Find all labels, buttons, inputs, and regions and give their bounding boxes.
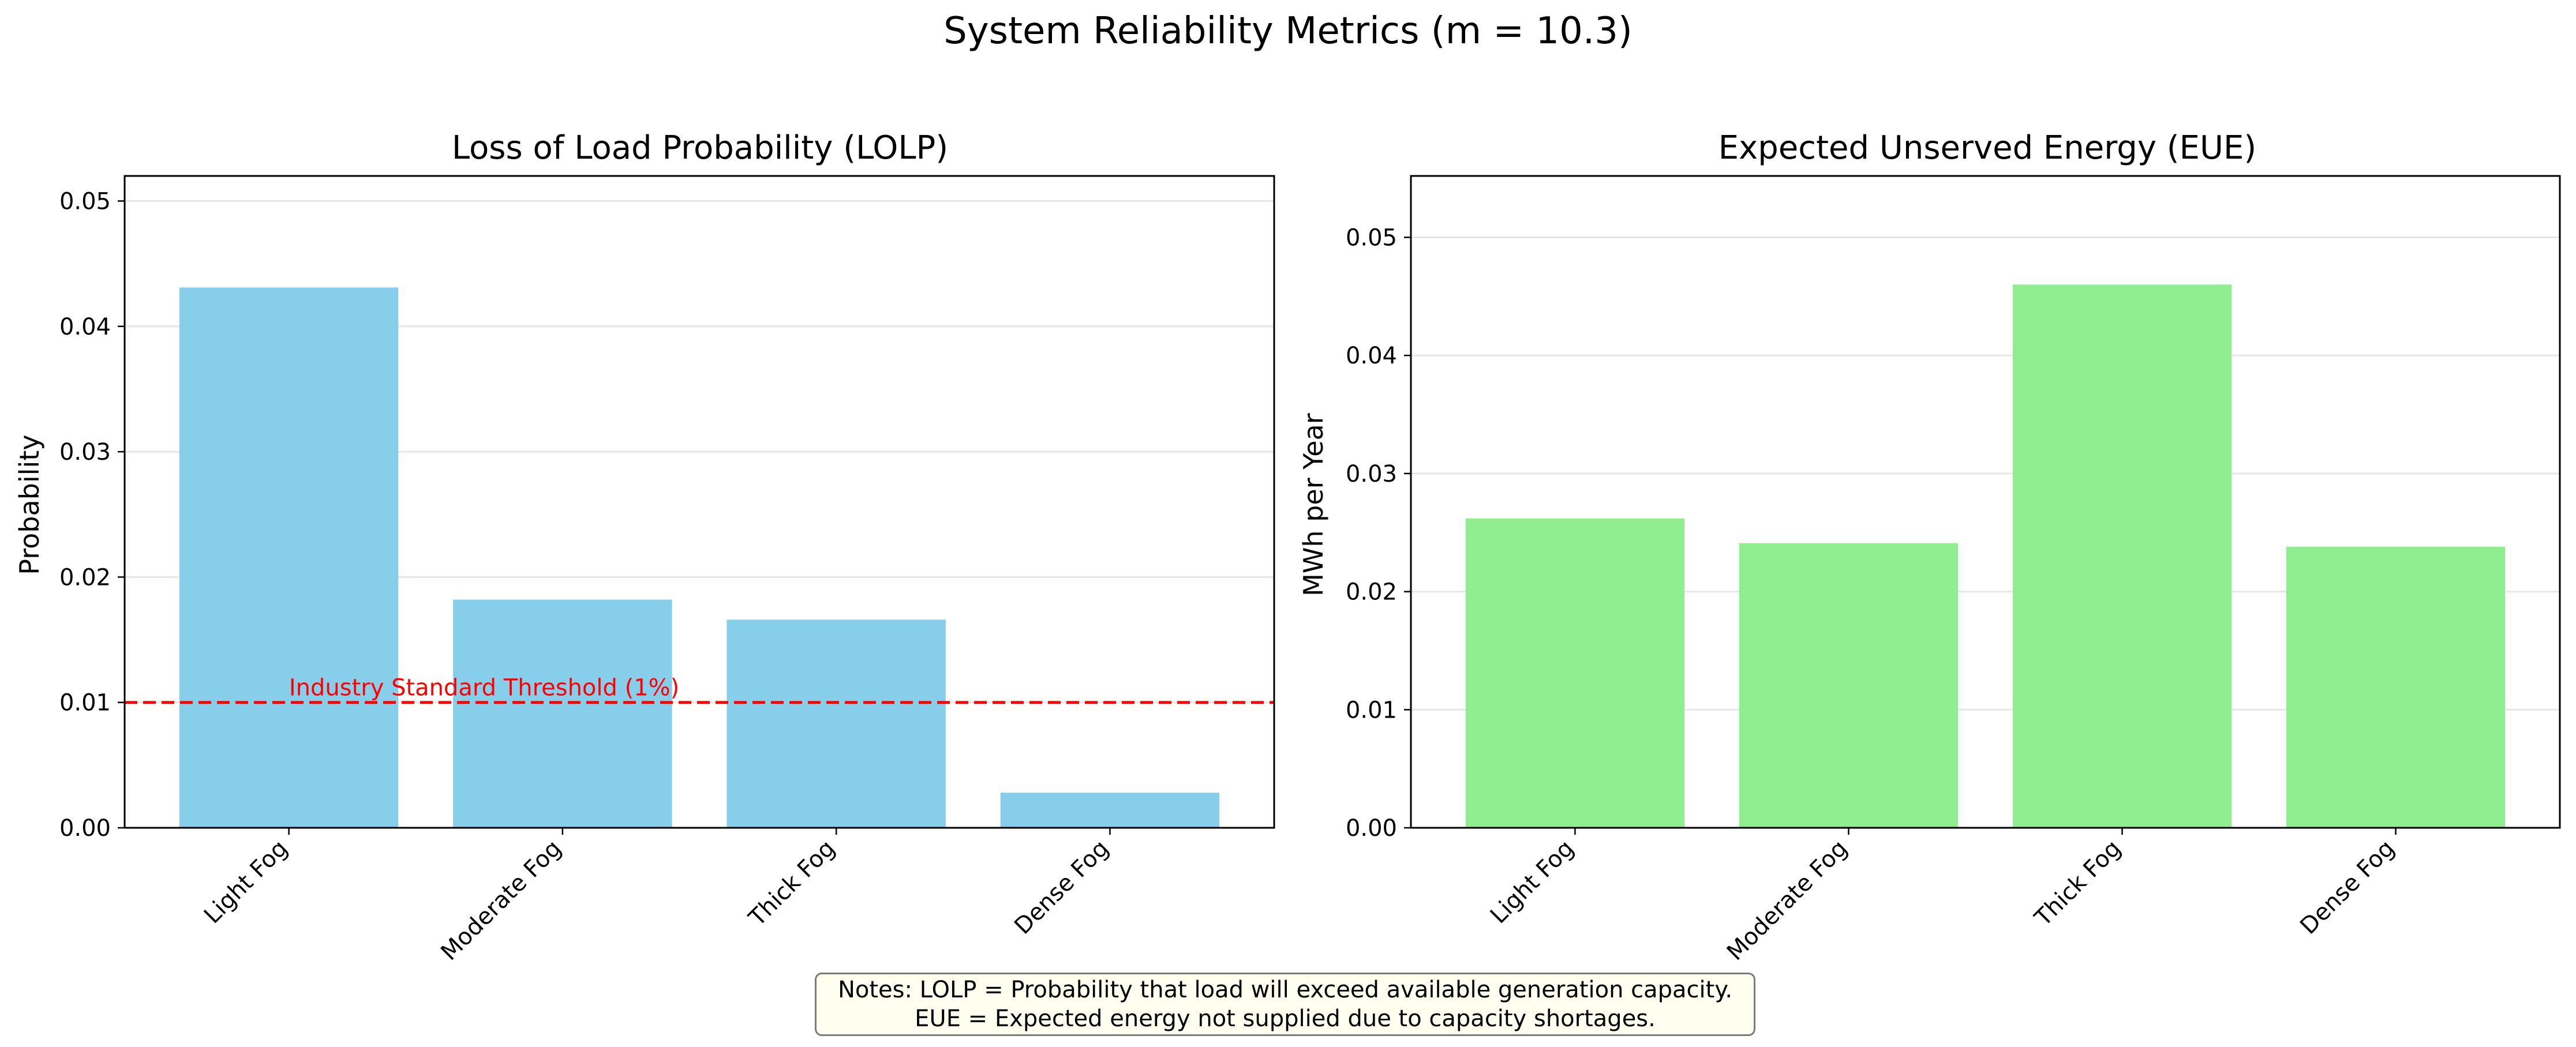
bar	[1739, 543, 1959, 828]
x-tick-label: Light Fog	[1485, 835, 1579, 929]
x-tick-label: Moderate Fog	[1722, 835, 1853, 966]
chart-lolp: Loss of Load Probability (LOLP) Probabil…	[14, 129, 1275, 966]
bar	[2012, 284, 2232, 828]
y-tick-label: 0.00	[59, 815, 111, 842]
bar	[2286, 546, 2506, 828]
y-axis-label: Probability	[14, 434, 45, 575]
y-tick-label: 0.04	[59, 314, 111, 340]
chart-title: Loss of Load Probability (LOLP)	[452, 129, 948, 167]
x-tick-label: Thick Fog	[2030, 835, 2126, 932]
x-tick-label: Moderate Fog	[436, 835, 567, 966]
notes-line-2: EUE = Expected energy not supplied due t…	[915, 1005, 1656, 1032]
axes-frame	[1410, 175, 2561, 829]
notes-box: Notes: LOLP = Probability that load will…	[815, 973, 1755, 1036]
bar	[1000, 793, 1220, 828]
y-tick-label: 0.03	[1346, 461, 1397, 487]
bar	[179, 287, 399, 828]
x-tick-label: Thick Fog	[743, 835, 840, 932]
bar	[727, 620, 946, 828]
bar	[453, 599, 672, 828]
x-tick-label: Light Fog	[199, 835, 293, 929]
y-tick-label: 0.01	[1346, 697, 1397, 723]
x-tick-label: Dense Fog	[2295, 835, 2399, 940]
y-tick-label: 0.02	[59, 564, 111, 591]
y-tick-label: 0.03	[59, 439, 111, 466]
notes-line-1: Notes: LOLP = Probability that load will…	[837, 977, 1733, 1003]
axes-frame	[123, 175, 1275, 829]
y-tick-label: 0.02	[1346, 579, 1397, 606]
chart-title: Expected Unserved Energy (EUE)	[1718, 129, 2256, 167]
y-tick-label: 0.01	[59, 690, 111, 716]
y-tick-label: 0.05	[59, 188, 111, 215]
figure-title: System Reliability Metrics (m = 10.3)	[943, 10, 1633, 52]
threshold-label: Industry Standard Threshold (1%)	[289, 675, 679, 701]
y-tick-label: 0.04	[1346, 343, 1397, 369]
bar	[1465, 518, 1685, 828]
chart-eue: Expected Unserved Energy (EUE) MWh per Y…	[1298, 129, 2561, 966]
y-tick-label: 0.05	[1346, 224, 1397, 251]
y-tick-label: 0.00	[1346, 815, 1397, 842]
x-tick-label: Dense Fog	[1009, 835, 1114, 940]
y-axis-label: MWh per Year	[1298, 413, 1329, 596]
